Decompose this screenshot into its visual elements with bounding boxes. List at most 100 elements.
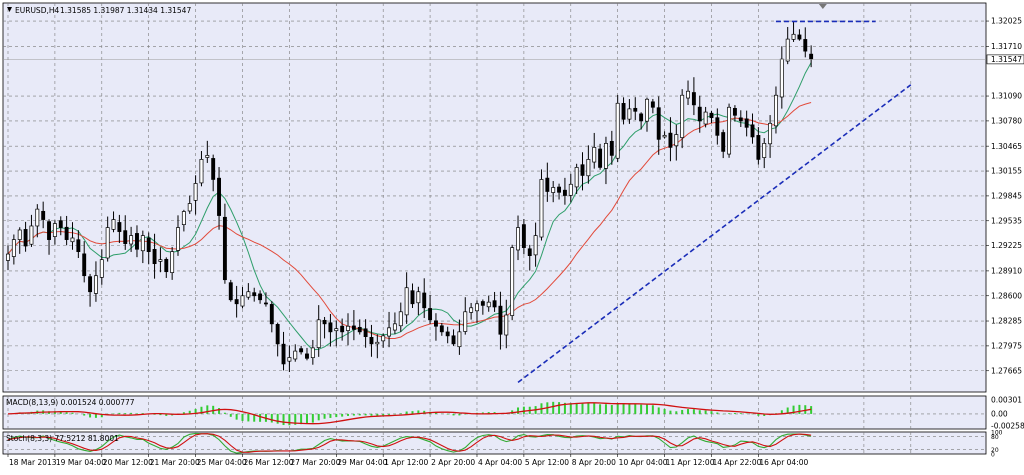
price-tick-label: 1.29225 <box>991 241 1022 250</box>
candle <box>105 216 110 262</box>
current-price-label: 1.31547 <box>991 55 1022 64</box>
candle-body <box>475 303 479 312</box>
candle <box>768 115 773 158</box>
drawn-objects[interactable] <box>3 4 986 384</box>
candle-body <box>158 259 163 262</box>
candle <box>510 244 515 321</box>
candle-body <box>93 275 98 294</box>
candle-body <box>375 341 380 345</box>
candle-body <box>211 158 216 180</box>
candle-body <box>738 117 743 122</box>
candle-body <box>205 155 210 158</box>
candle <box>744 110 749 137</box>
candle <box>299 345 304 355</box>
candle <box>498 291 503 350</box>
candle-body <box>23 229 28 247</box>
time-tick-label: 20 Mar 12:00 <box>103 458 153 467</box>
candle <box>310 339 315 365</box>
candle-body <box>351 325 356 330</box>
candle-body <box>533 235 538 256</box>
candle <box>369 324 374 357</box>
price-tick-label: 1.29535 <box>991 216 1022 225</box>
candle <box>433 313 438 341</box>
candle-body <box>328 322 333 333</box>
time-tick-label: 1 Apr 12:00 <box>384 458 428 467</box>
candle <box>88 273 93 307</box>
stoch-tick-label: 20 <box>991 447 999 454</box>
candle <box>181 209 186 232</box>
candle <box>263 292 268 307</box>
candle <box>398 302 403 332</box>
candle <box>621 97 626 125</box>
candle <box>609 130 614 165</box>
candle-body <box>551 187 556 193</box>
candle <box>246 283 251 300</box>
candle-body <box>668 132 673 148</box>
candle <box>82 241 87 283</box>
candle <box>422 278 427 319</box>
candle <box>17 227 22 254</box>
price-tick-label: 1.31710 <box>991 42 1022 51</box>
candle-body <box>305 353 309 359</box>
candle <box>457 319 462 355</box>
candle-body <box>369 337 374 345</box>
candle-body <box>293 350 298 360</box>
candle-body <box>580 164 585 176</box>
candle <box>428 294 433 324</box>
symbol-dropdown-icon[interactable] <box>7 7 12 12</box>
candle <box>703 106 708 128</box>
candle <box>41 201 46 229</box>
price-tick-label: 1.28600 <box>991 291 1022 300</box>
candle <box>797 29 802 41</box>
stoch-tick-label: 100 <box>991 429 1003 436</box>
candle-body <box>310 347 315 359</box>
candle <box>416 286 421 316</box>
stochastic-panel[interactable] <box>2 431 987 455</box>
candle-body <box>639 113 644 122</box>
candle-body <box>539 179 544 238</box>
time-tick-label: 2 Apr 20:00 <box>431 458 475 467</box>
candle-body <box>504 314 509 336</box>
candle <box>363 319 368 348</box>
candle <box>551 181 556 203</box>
candle-body <box>510 247 515 316</box>
candle <box>557 183 562 200</box>
candle <box>527 244 532 271</box>
candle <box>11 234 16 265</box>
main-price-panel[interactable] <box>2 2 987 393</box>
candle <box>762 138 767 169</box>
candle-body <box>791 33 796 40</box>
candle-body <box>492 300 497 308</box>
candle-body <box>381 335 386 342</box>
price-tick-label: 1.30465 <box>991 142 1022 151</box>
candle <box>334 320 339 347</box>
candle-body <box>785 38 790 62</box>
chart-shift-icon[interactable] <box>818 4 827 9</box>
candle <box>35 204 40 238</box>
candle <box>152 233 157 279</box>
candle-body <box>340 325 345 333</box>
candle <box>64 215 69 246</box>
candle <box>164 257 169 278</box>
candle-body <box>17 229 22 240</box>
stoch-signal-line <box>7 433 812 453</box>
time-tick-label: 5 Apr 12:00 <box>525 458 569 467</box>
candle-body <box>64 226 69 240</box>
candle <box>111 211 116 233</box>
candle-body <box>680 94 685 138</box>
candle-body <box>422 292 427 309</box>
time-tick-label: 16 Apr 04:00 <box>759 458 808 467</box>
time-tick-label: 11 Apr 12:00 <box>666 458 715 467</box>
candle <box>258 290 263 304</box>
candle-body <box>516 227 520 251</box>
candle <box>486 295 491 312</box>
stoch-title: Stoch(8,3,3) 77.5212 81.8001 <box>6 434 119 443</box>
candle <box>604 136 608 185</box>
candle <box>732 105 737 122</box>
candle-body <box>727 106 732 155</box>
candle-body <box>498 305 503 335</box>
time-tick-label: 4 Apr 04:00 <box>478 458 522 467</box>
symbol-header: EURUSD,H4 1.31585 1.31987 1.31434 1.3154… <box>7 6 191 15</box>
